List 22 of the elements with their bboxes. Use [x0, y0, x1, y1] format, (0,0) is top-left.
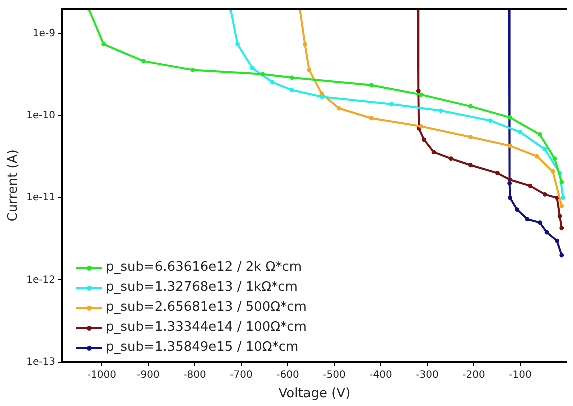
x-tick-label: -500 — [323, 370, 346, 381]
y-tick-label: 1e-9 — [32, 28, 56, 40]
x-tick-label: -1000 — [87, 370, 117, 381]
x-tick-label: -700 — [230, 370, 253, 381]
y-tick-label: 1e-10 — [26, 110, 56, 122]
legend-label: p_sub=2.65681e13 / 500Ω*cm — [106, 299, 307, 317]
x-tick-label: -600 — [276, 370, 300, 381]
legend-label: p_sub=1.35849e15 / 10Ω*cm — [106, 339, 299, 357]
x-axis-title: Voltage (V) — [278, 386, 351, 402]
y-tick-label: 1e-12 — [26, 274, 56, 286]
legend-label: p_sub=1.33344e14 / 100Ω*cm — [106, 319, 307, 337]
x-tick-label: -100 — [509, 370, 532, 381]
y-axis-title: Current (A) — [6, 150, 22, 222]
y-tick-label: 1e-13 — [26, 356, 56, 368]
legend-label: p_sub=1.32768e13 / 1kΩ*cm — [106, 279, 298, 297]
x-tick-label: -900 — [137, 370, 160, 381]
x-tick-label: -400 — [370, 370, 392, 381]
y-tick-label: 1e-11 — [26, 192, 56, 204]
x-tick-label: -300 — [416, 370, 439, 381]
legend-label: p_sub=6.63616e12 / 2k Ω*cm — [106, 259, 302, 277]
x-tick-label: -200 — [462, 370, 486, 381]
x-tick-label: -800 — [184, 370, 206, 381]
